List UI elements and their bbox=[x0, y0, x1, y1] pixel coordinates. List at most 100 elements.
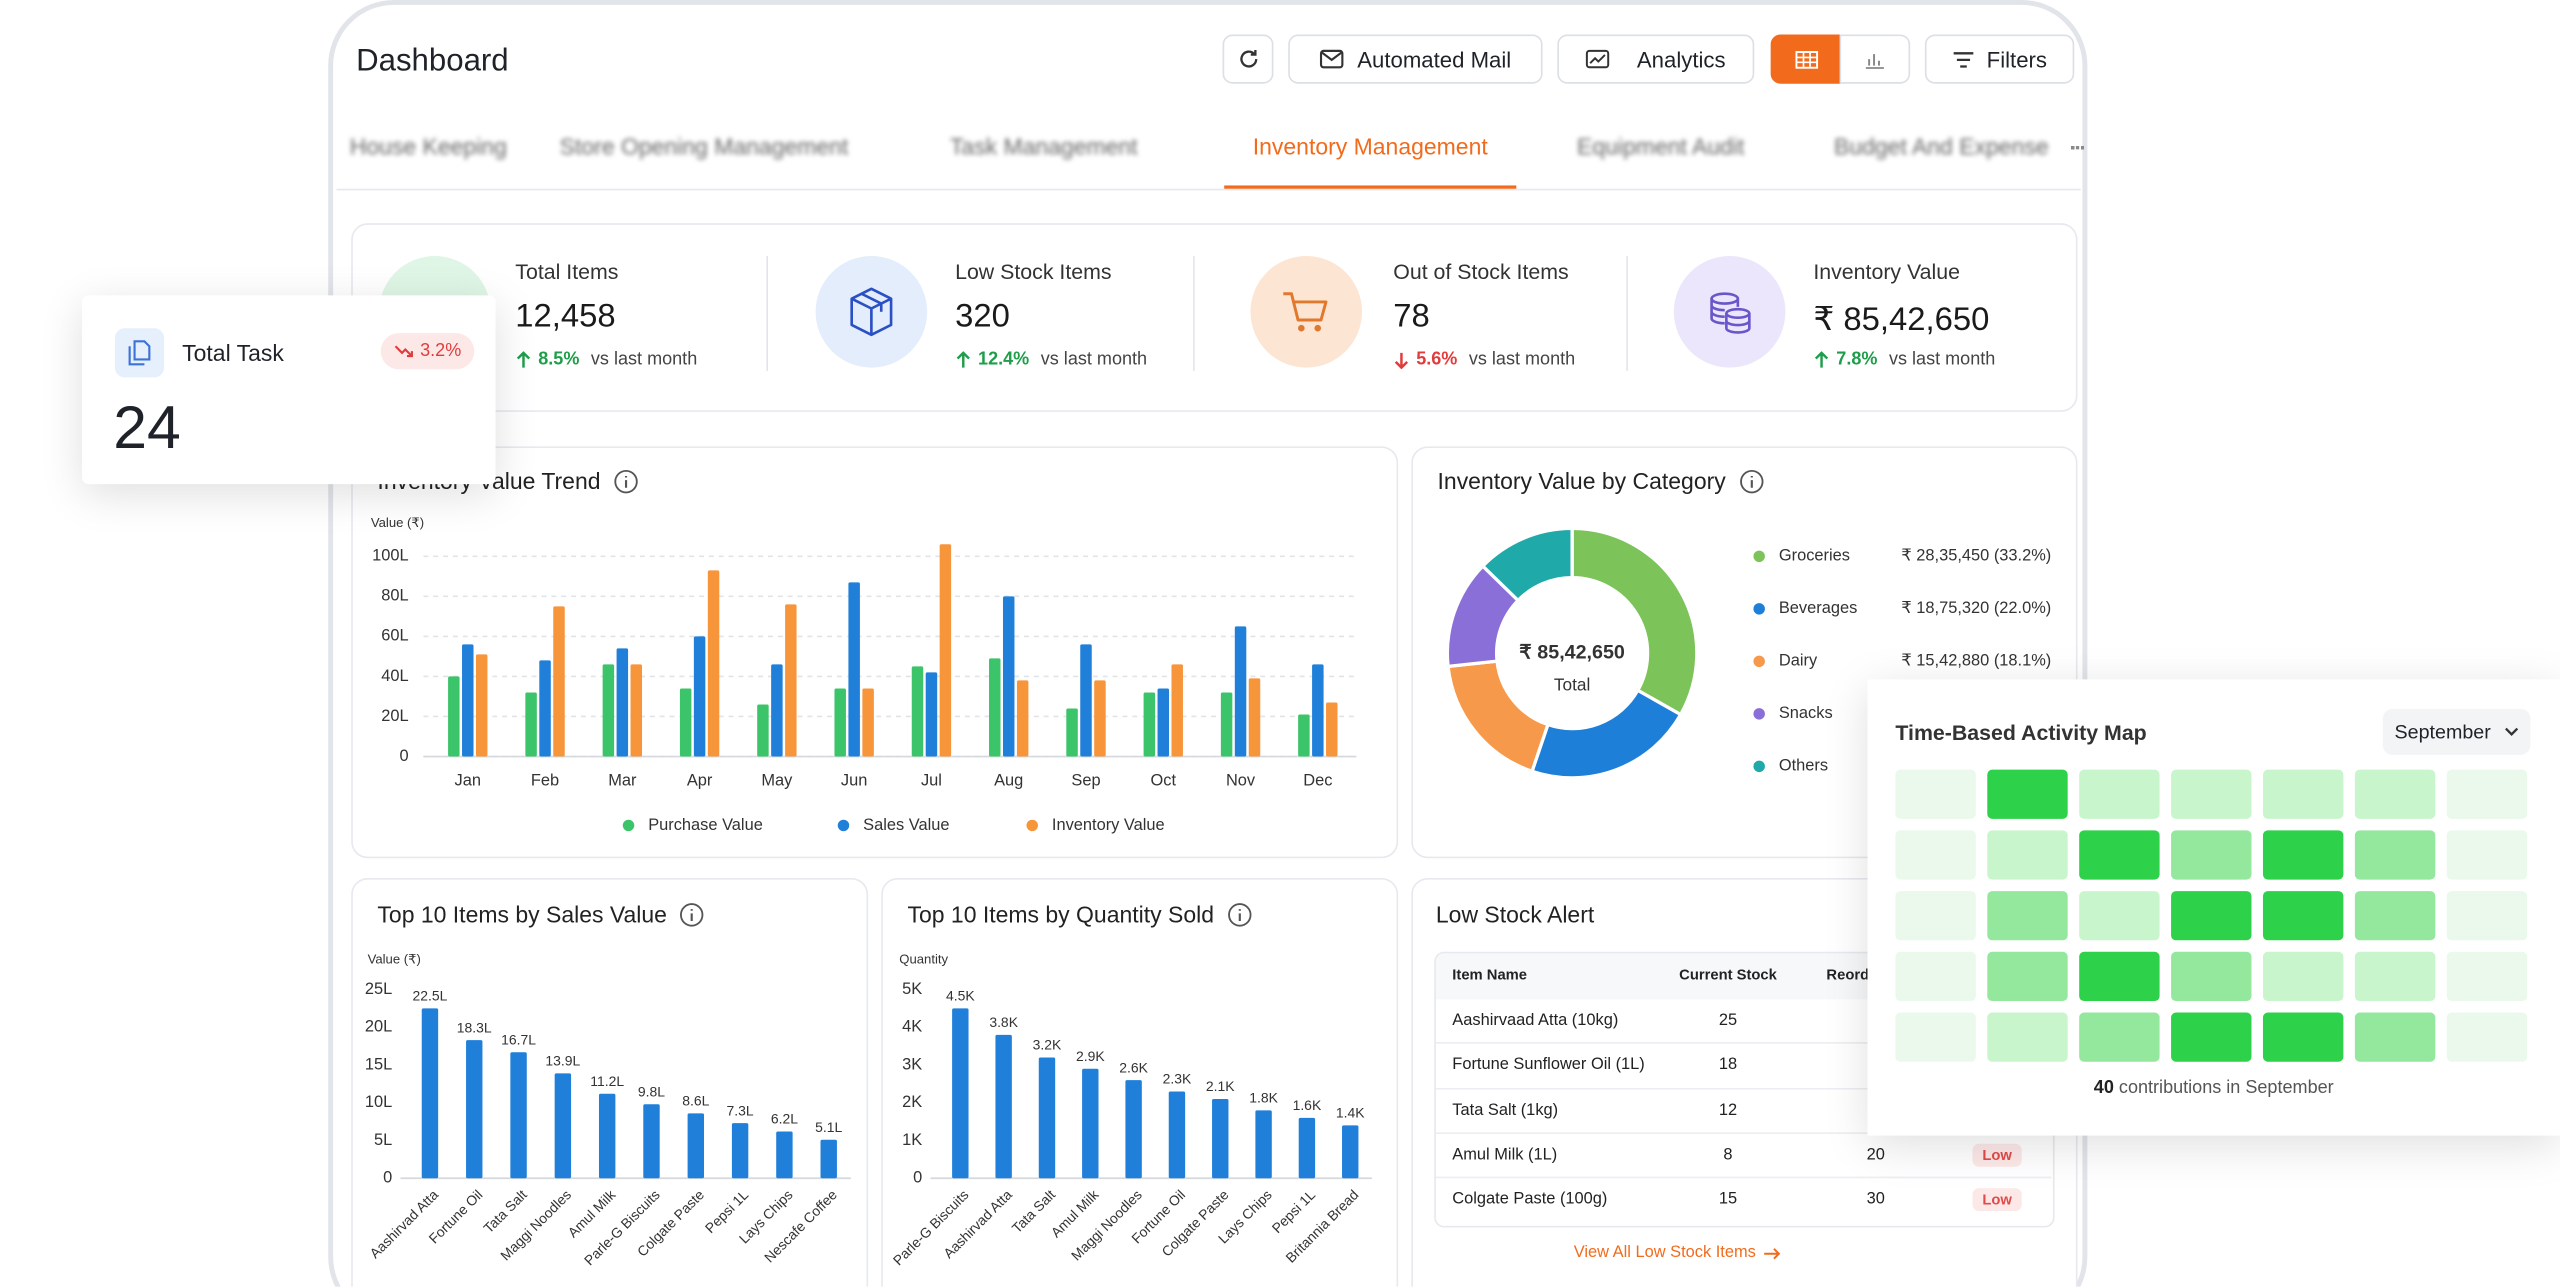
refresh-button[interactable] bbox=[1222, 34, 1274, 84]
kpi-label: Total Items bbox=[515, 259, 619, 284]
heat-cell bbox=[2171, 1012, 2252, 1062]
table-cell: Tata Salt (1kg) bbox=[1452, 1101, 1559, 1120]
kpi-value: 12,458 bbox=[515, 298, 616, 335]
kpi-icon bbox=[815, 256, 928, 368]
row-divider bbox=[1435, 1176, 2052, 1179]
kpi-value: 78 bbox=[1393, 298, 1430, 335]
heat-cell bbox=[1895, 951, 1976, 1002]
tab[interactable]: Store Opening Management bbox=[559, 132, 849, 160]
heat-cell bbox=[1895, 1012, 1976, 1062]
kpi-change: 12.4% vs last month bbox=[955, 349, 1147, 370]
kpi-value: ₹ 85,42,650 bbox=[1813, 301, 1990, 339]
change-period: vs last month bbox=[1888, 349, 1996, 370]
kpi-label: Inventory Value bbox=[1813, 259, 1961, 284]
tab[interactable]: Equipment Audit bbox=[1577, 132, 1745, 160]
kpi-value: 320 bbox=[955, 298, 1010, 335]
heat-cell bbox=[2446, 951, 2528, 1002]
top-sales-card bbox=[351, 877, 869, 1287]
heat-cell bbox=[2262, 951, 2344, 1002]
kpi-separator bbox=[1193, 256, 1195, 371]
heat-cell bbox=[1987, 951, 2068, 1002]
task-icon bbox=[114, 328, 165, 378]
kpi-change: 5.6% vs last month bbox=[1393, 349, 1575, 370]
card-title: Top 10 Items by Quantity Sold bbox=[907, 900, 1252, 928]
heat-cell bbox=[2354, 769, 2436, 819]
table-cell: 12 bbox=[1718, 1101, 1738, 1120]
filters-button[interactable]: Filters bbox=[1924, 34, 2075, 84]
change-value: 5.6% bbox=[1416, 349, 1458, 370]
info-icon[interactable] bbox=[680, 902, 705, 927]
chevron-icon bbox=[2504, 727, 2518, 736]
button-label: Filters bbox=[1986, 46, 2047, 72]
task-change: 3.2% bbox=[380, 333, 475, 370]
view-all-link[interactable]: View All Low Stock Items bbox=[1574, 1244, 1781, 1262]
heat-cell bbox=[1895, 830, 1976, 880]
filter-icon bbox=[1953, 51, 1973, 67]
more-tabs[interactable] bbox=[2070, 146, 2085, 153]
change-value: 12.4% bbox=[978, 349, 1030, 370]
card-title: Inventory Value by Category bbox=[1438, 468, 1764, 494]
caption-count: 40 bbox=[2093, 1078, 2114, 1098]
month-dropdown[interactable]: September bbox=[2382, 708, 2531, 755]
heat-cell bbox=[2446, 891, 2528, 941]
heat-cell bbox=[2446, 830, 2528, 880]
button-label: Analytics bbox=[1636, 46, 1726, 72]
heat-cell bbox=[2079, 951, 2160, 1002]
heat-cell bbox=[2079, 1012, 2160, 1062]
task-label: Total Task bbox=[182, 339, 284, 366]
heat-cell bbox=[1987, 769, 2068, 819]
kpi-icon bbox=[1673, 256, 1786, 368]
status-badge: Low bbox=[1972, 1188, 2022, 1212]
tab[interactable]: House Keeping bbox=[349, 132, 507, 160]
dropdown-text: September bbox=[2394, 720, 2491, 744]
row-divider bbox=[1435, 1042, 2052, 1045]
table-cell: Fortune Sunflower Oil (1L) bbox=[1452, 1056, 1645, 1075]
card-title: Top 10 Items by Sales Value bbox=[377, 900, 705, 928]
table-cell: Aashirvaad Atta (10kg) bbox=[1452, 1011, 1619, 1030]
automated-mail-button[interactable]: Automated Mail bbox=[1288, 34, 1543, 84]
activity-map-panel: Time-Based Activity Map September 40 con… bbox=[1867, 679, 2560, 1136]
heat-cell bbox=[2354, 891, 2436, 941]
chart-view-toggle[interactable] bbox=[1839, 34, 1911, 84]
heat-cell bbox=[2079, 830, 2160, 880]
title-text: Top 10 Items by Sales Value bbox=[377, 900, 667, 928]
change-value: 8.5% bbox=[538, 349, 580, 370]
title-text: Inventory Value by Category bbox=[1437, 467, 1726, 494]
trend-arrow bbox=[956, 350, 970, 367]
tab[interactable]: Budget And Expense bbox=[1834, 132, 2049, 160]
heatmap bbox=[1895, 769, 2528, 1062]
title-text: Top 10 Items by Quantity Sold bbox=[907, 900, 1214, 928]
status-badge: Low bbox=[1972, 1143, 2022, 1167]
heat-cell bbox=[1895, 891, 1976, 941]
info-icon[interactable] bbox=[1739, 469, 1764, 494]
row-divider bbox=[1435, 1087, 2052, 1089]
caption-text: contributions in September bbox=[2118, 1078, 2334, 1098]
trend-card bbox=[351, 446, 1399, 859]
tab-divider bbox=[336, 188, 2081, 191]
info-icon[interactable] bbox=[614, 469, 639, 494]
panel-title: Time-Based Activity Map bbox=[1895, 720, 2147, 746]
tab[interactable]: Inventory Management bbox=[1252, 132, 1488, 160]
page-title: Dashboard bbox=[356, 44, 509, 79]
info-icon[interactable] bbox=[1227, 902, 1252, 927]
heat-cell bbox=[2171, 951, 2252, 1002]
kpi-icon bbox=[1250, 256, 1363, 368]
tab[interactable]: Task Management bbox=[949, 132, 1138, 160]
table-cell: 20 bbox=[1866, 1146, 1885, 1165]
kpi-change: 8.5% vs last month bbox=[515, 349, 697, 370]
heat-cell bbox=[2079, 891, 2160, 941]
kpi-separator bbox=[766, 256, 769, 371]
active-tab-underline bbox=[1224, 185, 1517, 189]
table-cell: 15 bbox=[1718, 1190, 1738, 1209]
analytics-button[interactable]: Analytics bbox=[1557, 34, 1755, 84]
title-text: Low Stock Alert bbox=[1435, 900, 1595, 928]
arrow-icon bbox=[1764, 1247, 1781, 1259]
trend-arrow bbox=[516, 350, 531, 367]
table-cell: 25 bbox=[1718, 1011, 1738, 1030]
kpi-card bbox=[351, 223, 2078, 412]
heat-cell bbox=[2262, 769, 2344, 819]
table-view-toggle[interactable] bbox=[1770, 34, 1842, 84]
total-task-card: Total Task 3.2% 24 bbox=[82, 295, 496, 485]
